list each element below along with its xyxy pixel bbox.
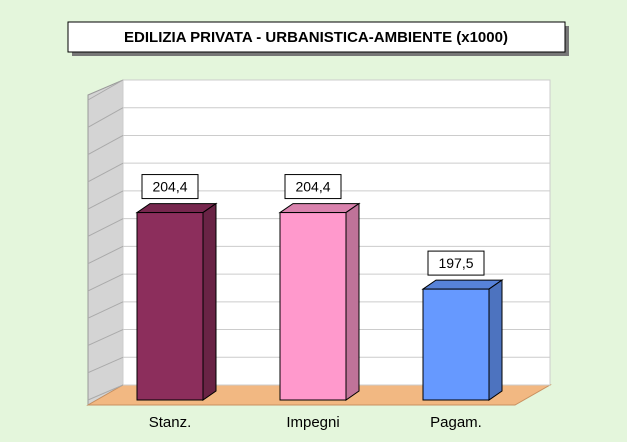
grid-line <box>87 301 124 319</box>
chart-title: EDILIZIA PRIVATA - URBANISTICA-AMBIENTE … <box>124 29 508 46</box>
bar <box>422 288 490 401</box>
grid-line <box>87 329 124 346</box>
value-label-box <box>141 174 199 200</box>
value-label: 197,5 <box>438 255 473 271</box>
x-tick-label: Stanz. <box>149 414 192 431</box>
grid-line <box>87 356 124 374</box>
value-label-box <box>284 174 342 200</box>
value-label-box <box>427 250 485 276</box>
grid-line <box>87 135 124 155</box>
title-box <box>67 21 566 53</box>
bar-side <box>202 202 217 401</box>
x-tick-label: Impegni <box>286 414 339 431</box>
grid-line <box>87 273 124 292</box>
grid-line <box>87 218 124 237</box>
value-label: 204,4 <box>295 178 330 194</box>
grid-line <box>87 162 124 183</box>
x-tick-label: Pagam. <box>430 414 482 431</box>
grid-line <box>87 79 124 101</box>
bar-side <box>488 279 503 401</box>
bar <box>279 212 347 401</box>
left-wall <box>87 79 124 406</box>
grid-line <box>87 245 124 265</box>
value-label: 204,4 <box>152 178 187 194</box>
grid-line <box>87 384 124 401</box>
bar-side <box>345 202 360 401</box>
grid-line <box>87 190 124 210</box>
bar <box>136 212 204 401</box>
grid-line <box>87 107 124 128</box>
